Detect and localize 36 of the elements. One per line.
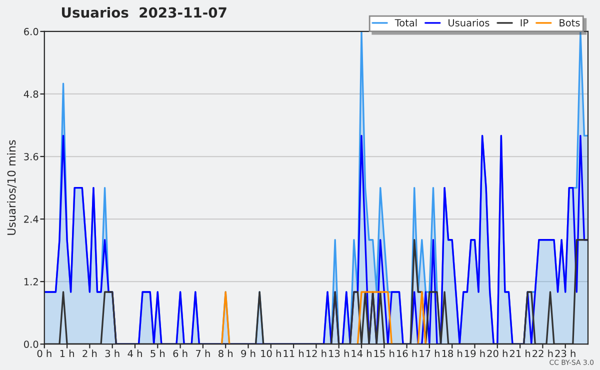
x-tick-label: 15 h xyxy=(374,350,394,358)
x-tick-label: 18 h xyxy=(442,350,462,358)
x-tick-label: 13 h xyxy=(329,350,349,358)
y-tick-label: 6.0 xyxy=(24,28,38,36)
x-tick-label: 4 h xyxy=(128,350,142,358)
x-tick-label: 2 h xyxy=(82,350,97,358)
x-tick-label: 20 h xyxy=(487,350,508,358)
x-tick-label: 10 h xyxy=(261,350,281,358)
chart-title: Usuarios 2023-11-07 xyxy=(62,7,226,18)
x-tick-label: 12 h xyxy=(306,350,326,358)
x-tick-label: 3 h xyxy=(105,350,120,358)
y-tick-label: 2.4 xyxy=(24,216,38,223)
x-tick-label: 17 h xyxy=(420,350,440,358)
legend-label: Usuarios xyxy=(448,18,490,26)
x-tick-label: 23 h xyxy=(555,350,576,358)
x-tick-label: 9 h xyxy=(241,350,256,358)
y-tick-label: 4.8 xyxy=(24,90,38,98)
y-axis-title: Usuarios/10 mins xyxy=(7,140,17,235)
legend-label: IP xyxy=(520,19,528,26)
y-tick-label: 0.0 xyxy=(24,340,38,348)
x-tick-label: 1 h xyxy=(60,350,74,358)
x-tick-label: 5 h xyxy=(150,350,165,358)
y-tick-label: 1.2 xyxy=(24,278,38,286)
x-tick-label: 16 h xyxy=(397,350,417,358)
x-tick-label: 14 h xyxy=(352,350,372,358)
x-tick-label: 11 h xyxy=(284,350,304,358)
x-tick-label: 21 h xyxy=(510,350,530,358)
x-tick-label: 0 h xyxy=(37,350,52,358)
legend-label: Bots xyxy=(560,19,580,26)
legend-label: Total xyxy=(394,18,417,26)
x-tick-label: 6 h xyxy=(173,350,188,358)
x-tick-label: 19 h xyxy=(465,350,485,358)
x-tick-label: 7 h xyxy=(196,350,210,358)
x-tick-label: 8 h xyxy=(218,350,232,358)
y-tick-label: 3.6 xyxy=(24,152,38,160)
x-tick-label: 22 h xyxy=(532,350,553,358)
